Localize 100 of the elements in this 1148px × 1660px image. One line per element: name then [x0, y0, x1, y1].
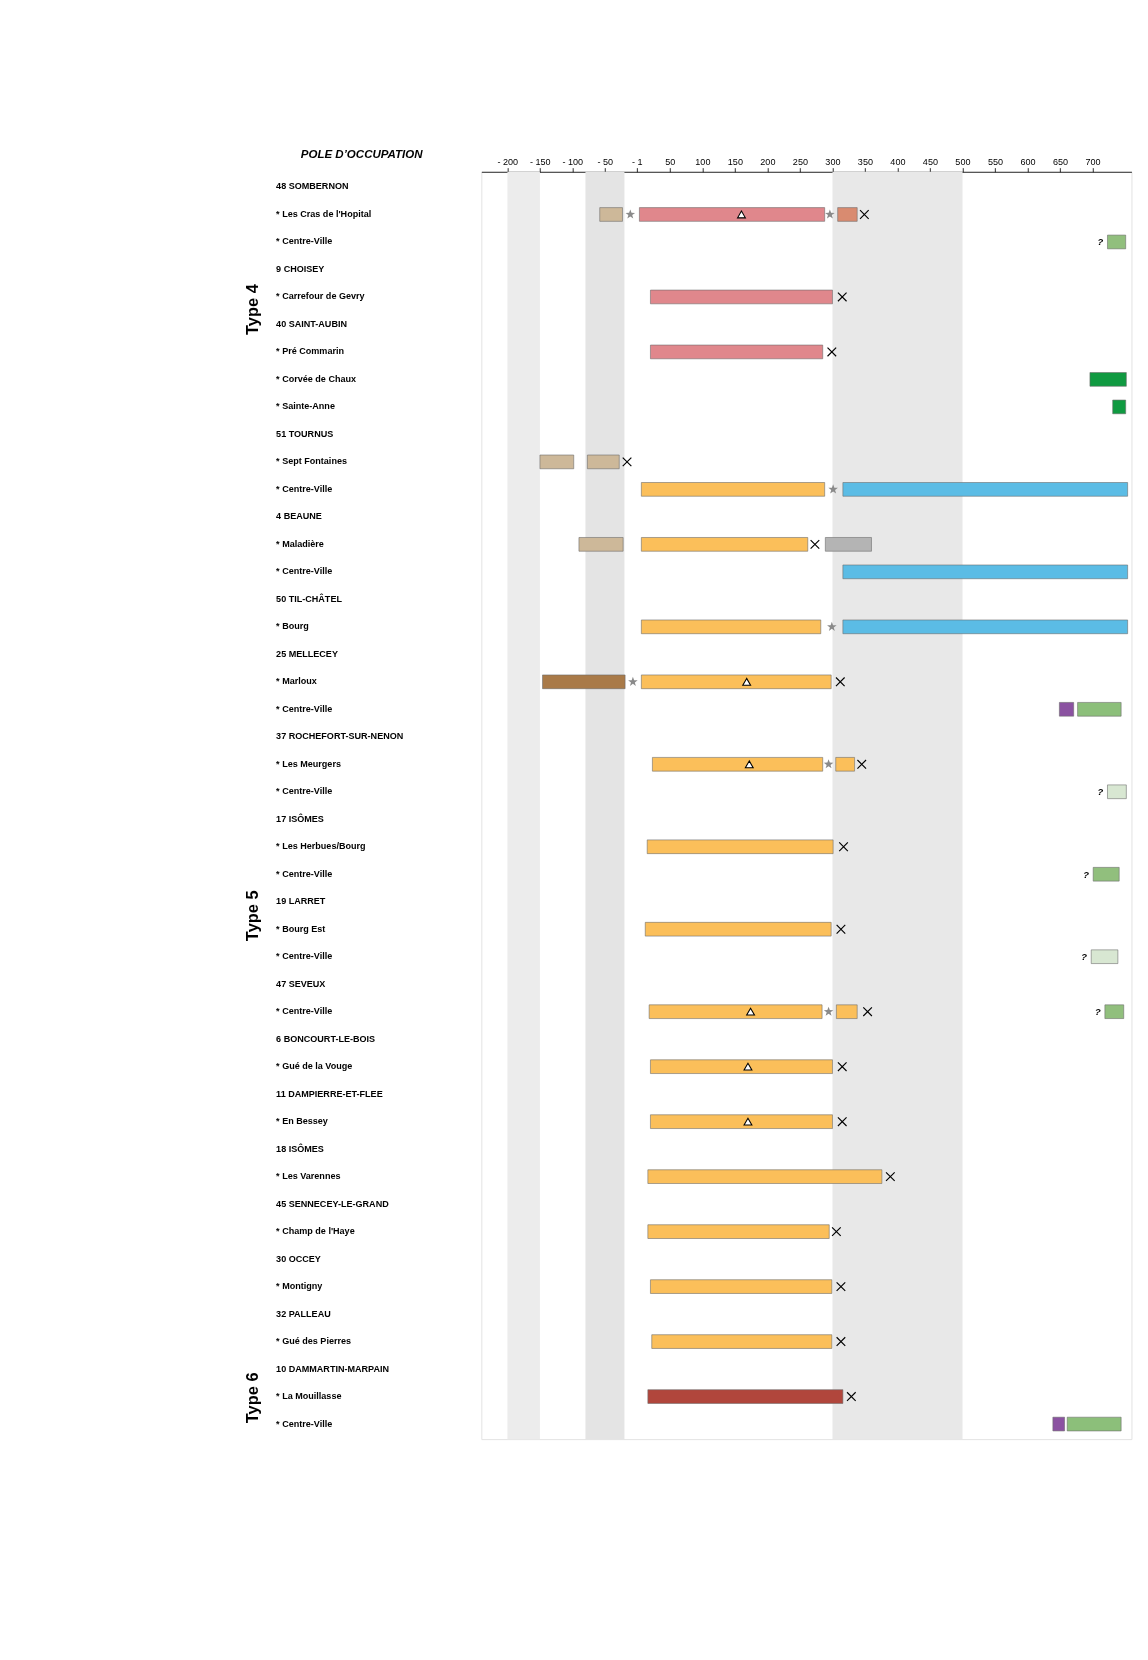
bar [842, 619, 1128, 634]
y-tick-label: * Centre-Ville [276, 951, 333, 962]
bar [836, 1004, 858, 1019]
point [836, 1336, 846, 1347]
point [826, 347, 837, 357]
y-tick-label: * Les Varennes [276, 1171, 341, 1182]
point [831, 1226, 842, 1237]
bar [647, 1389, 844, 1404]
y-tick-label: 37 ROCHEFORT-SUR-NENON [276, 731, 404, 742]
y-tick-label: * Les Herbues/Bourg [276, 841, 366, 852]
y-tick-label: * En Bessey [276, 1116, 328, 1127]
bar [825, 537, 872, 552]
point [622, 456, 632, 467]
bar [641, 537, 809, 552]
y-tick-label: * Centre-Ville [276, 786, 333, 797]
point [823, 759, 834, 769]
x-tick-label: 350 [857, 156, 873, 167]
y-tick-label: * Centre-Ville [276, 566, 333, 577]
x-tick-label: 100 [695, 156, 711, 167]
bar [842, 564, 1128, 580]
data-label: ? [1094, 1005, 1101, 1017]
bar [1077, 702, 1122, 717]
y-tick-label: * Sept Fontaines [276, 456, 347, 467]
y-tick-label: 32 PALLEAU [276, 1308, 331, 1319]
point [836, 924, 846, 935]
bar [647, 1224, 830, 1239]
bar [641, 674, 832, 689]
y-axis-title: POLE D’OCCUPATION [300, 148, 424, 161]
bar [1112, 399, 1126, 415]
data-label: ? [1097, 236, 1104, 248]
x-tick-label: 250 [792, 156, 808, 167]
x-tick-label: 500 [955, 156, 971, 167]
x-tick-label: - 50 [597, 156, 614, 167]
data-label: ? [1081, 951, 1088, 963]
bar [1059, 702, 1074, 717]
y-tick-label: 10 DAMMARTIN-MARPAIN [276, 1363, 390, 1374]
y-tick-label: 40 SAINT-AUBIN [276, 318, 347, 329]
point [828, 484, 838, 494]
y-tick-label: 17 ISÔMES [276, 812, 324, 824]
point [837, 1061, 848, 1072]
bar [1107, 234, 1126, 250]
data-label: ? [1083, 868, 1090, 880]
y-tick-label: * Les Meurgers [276, 758, 341, 769]
point [742, 677, 752, 686]
y-tick-label: 19 LARRET [276, 896, 326, 907]
bar [1107, 784, 1127, 799]
y-tick-label: 45 SENNECEY-LE-GRAND [276, 1198, 390, 1209]
y-tick-label: 51 TOURNUS [276, 428, 334, 439]
bar [578, 537, 624, 552]
point [743, 1117, 753, 1126]
bar [647, 1169, 883, 1184]
x-tick-label: 650 [1052, 156, 1068, 167]
point [856, 759, 867, 770]
y-tick-label: * Centre-Ville [276, 483, 333, 494]
point [625, 209, 636, 219]
bar [650, 289, 833, 305]
point [846, 1391, 857, 1402]
y-tick-label: * Corvée de Chaux [276, 373, 357, 384]
point [628, 676, 638, 686]
y-tick-label: * Montigny [276, 1281, 323, 1292]
text: Type 5 [242, 890, 261, 942]
x-tick-label: - 150 [530, 156, 551, 167]
y-tick-label: * Bourg Est [276, 923, 326, 934]
y-tick-label: * Les Cras de l'Hopital [276, 208, 372, 219]
y-tick-label: 48 SOMBERNON [276, 181, 349, 192]
y-tick-label: 6 BONCOURT-LE-BOIS [276, 1033, 376, 1044]
point [862, 1006, 873, 1017]
x-tick-label: 550 [987, 156, 1003, 167]
y-tick-label: * Champ de l'Haye [276, 1226, 355, 1237]
bar [650, 1114, 833, 1129]
point [827, 621, 837, 631]
y-tick-label: 25 MELLECEY [276, 648, 338, 659]
x-tick-label: 450 [922, 156, 938, 167]
bar [648, 1004, 823, 1019]
y-tick-label: * Centre-Ville [276, 1006, 333, 1017]
y-tick-label: 50 TIL-CHÂTEL [276, 592, 343, 604]
bar [835, 757, 855, 772]
y-tick-label: 30 OCCEY [276, 1253, 321, 1264]
x-tick-label: 700 [1085, 156, 1101, 167]
y-tick-label: * Centre-Ville [276, 868, 333, 879]
point [825, 209, 835, 219]
x-tick-label: - 100 [562, 156, 584, 167]
bar [837, 207, 858, 222]
bar [639, 207, 825, 222]
y-tick-label: 18 ISÔMES [276, 1142, 324, 1154]
x-tick-label: 400 [890, 156, 906, 167]
point [737, 210, 746, 219]
point [835, 676, 846, 687]
y-tick-label: * Gué de la Vouge [276, 1061, 353, 1072]
y-tick-label: * La Mouillasse [276, 1391, 342, 1402]
y-tick-label: * Marloux [276, 676, 317, 687]
bar [651, 1334, 833, 1349]
point [810, 539, 820, 550]
x-tick-label: 300 [825, 156, 841, 167]
point [746, 1007, 756, 1016]
bar [599, 207, 623, 222]
point [823, 1006, 834, 1016]
text: Type 4 [242, 283, 261, 336]
bar [644, 922, 832, 937]
x-tick-label: 200 [760, 156, 776, 167]
